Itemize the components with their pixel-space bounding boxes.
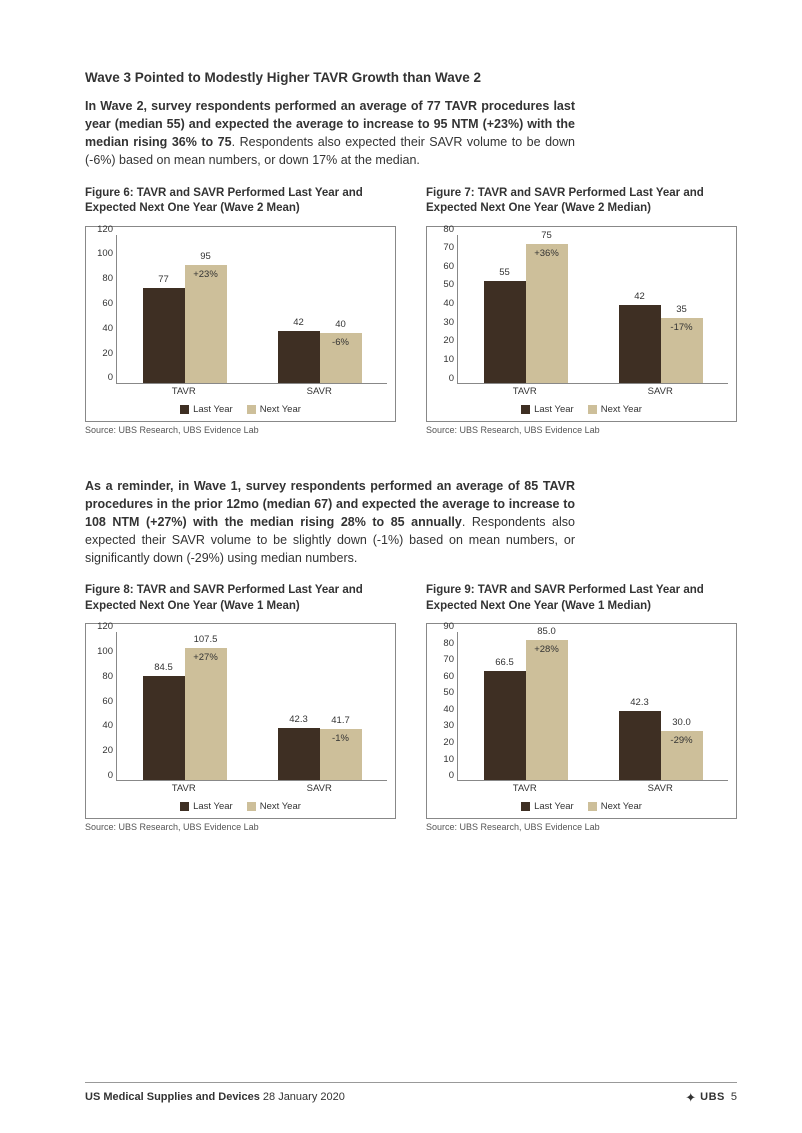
figure-6-chart: 1201008060402007795+23%4240-6%TAVRSAVRLa…: [85, 226, 396, 421]
footer-title: US Medical Supplies and Devices: [85, 1091, 260, 1103]
figure-9-chart: 908070605040302010066.585.0+28%42.330.0-…: [426, 623, 737, 818]
figure-7-chart: 807060504030201005575+36%4235-17%TAVRSAV…: [426, 226, 737, 421]
figure-6-title: Figure 6: TAVR and SAVR Performed Last Y…: [85, 186, 396, 218]
figure-6-source: Source: UBS Research, UBS Evidence Lab: [85, 421, 396, 435]
figure-7-source: Source: UBS Research, UBS Evidence Lab: [426, 421, 737, 435]
charts-row-1: Figure 6: TAVR and SAVR Performed Last Y…: [85, 186, 737, 465]
ubs-keys-icon: ✦: [685, 1090, 694, 1106]
intro-paragraph-2: As a reminder, in Wave 1, survey respond…: [85, 477, 575, 568]
figure-9-source: Source: UBS Research, UBS Evidence Lab: [426, 818, 737, 832]
figure-9: Figure 9: TAVR and SAVR Performed Last Y…: [426, 583, 737, 862]
page-number: 5: [731, 1091, 737, 1103]
figure-7: Figure 7: TAVR and SAVR Performed Last Y…: [426, 186, 737, 465]
figure-7-title: Figure 7: TAVR and SAVR Performed Last Y…: [426, 186, 737, 218]
figure-8: Figure 8: TAVR and SAVR Performed Last Y…: [85, 583, 396, 862]
ubs-logo: UBS: [700, 1091, 725, 1103]
section-heading: Wave 3 Pointed to Modestly Higher TAVR G…: [85, 70, 737, 85]
footer-right: ✦ UBS 5: [685, 1089, 737, 1105]
figure-9-title: Figure 9: TAVR and SAVR Performed Last Y…: [426, 583, 737, 615]
footer-date: 28 January 2020: [260, 1091, 345, 1103]
figure-8-title: Figure 8: TAVR and SAVR Performed Last Y…: [85, 583, 396, 615]
figure-8-source: Source: UBS Research, UBS Evidence Lab: [85, 818, 396, 832]
page-footer: US Medical Supplies and Devices 28 Janua…: [85, 1082, 737, 1105]
charts-row-2: Figure 8: TAVR and SAVR Performed Last Y…: [85, 583, 737, 862]
figure-6: Figure 6: TAVR and SAVR Performed Last Y…: [85, 186, 396, 465]
footer-left: US Medical Supplies and Devices 28 Janua…: [85, 1091, 345, 1103]
intro-paragraph-1: In Wave 2, survey respondents performed …: [85, 97, 575, 170]
figure-8-chart: 12010080604020084.5107.5+27%42.341.7-1%T…: [85, 623, 396, 818]
